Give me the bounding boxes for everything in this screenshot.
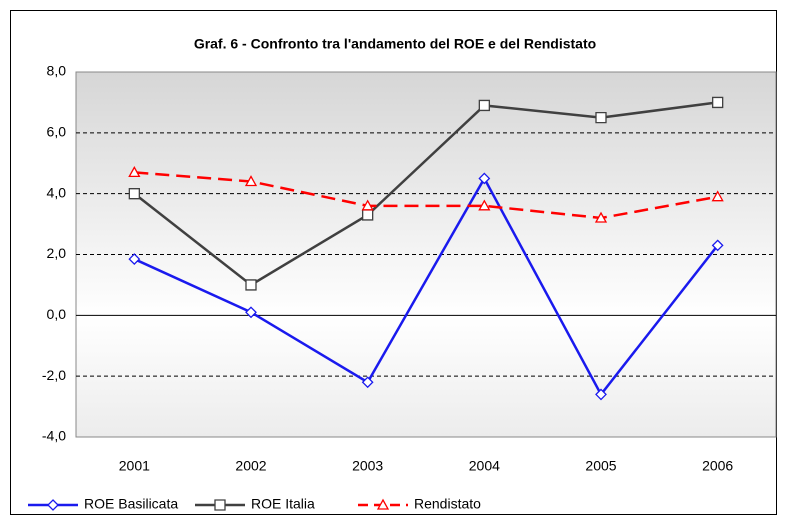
legend-marker xyxy=(47,499,59,511)
data-point xyxy=(361,376,374,389)
series-line xyxy=(133,101,718,287)
chart-title: Graf. 6 - Confronto tra l'andamento del … xyxy=(194,36,596,52)
data-point xyxy=(244,175,258,187)
data-point xyxy=(245,279,257,291)
series-line xyxy=(134,171,718,220)
x-tick-label: 2005 xyxy=(585,458,616,474)
data-point xyxy=(362,209,374,221)
data-point xyxy=(711,239,724,252)
legend-label: ROE Basilicata xyxy=(84,496,178,512)
data-point xyxy=(128,166,141,178)
data-point xyxy=(478,172,491,185)
data-point xyxy=(595,111,607,124)
y-tick-label: 0,0 xyxy=(47,306,67,322)
x-tick-label: 2002 xyxy=(235,458,266,474)
y-tick-label: 2,0 xyxy=(47,245,67,261)
legend-label: ROE Italia xyxy=(251,496,315,512)
y-tick-label: -4,0 xyxy=(42,428,66,444)
data-point xyxy=(594,211,608,223)
data-point xyxy=(595,388,607,401)
data-point xyxy=(245,306,257,319)
legend-label: Rendistato xyxy=(414,496,481,512)
legend-marker xyxy=(214,499,226,511)
y-tick-label: 6,0 xyxy=(47,124,67,140)
y-tick-label: -2,0 xyxy=(42,367,66,383)
series-line xyxy=(133,175,719,397)
y-tick-label: 4,0 xyxy=(47,184,67,200)
legend-marker xyxy=(376,498,390,510)
x-tick-label: 2006 xyxy=(702,458,733,474)
data-point xyxy=(478,199,491,211)
data-point xyxy=(712,96,724,109)
data-point xyxy=(128,253,141,265)
data-point xyxy=(478,99,490,112)
x-tick-label: 2001 xyxy=(119,458,150,474)
x-tick-label: 2004 xyxy=(469,458,500,474)
y-tick-label: 8,0 xyxy=(47,63,67,79)
x-tick-label: 2003 xyxy=(352,458,383,474)
data-point xyxy=(128,188,140,200)
data-point xyxy=(711,190,724,202)
data-point xyxy=(361,199,374,211)
